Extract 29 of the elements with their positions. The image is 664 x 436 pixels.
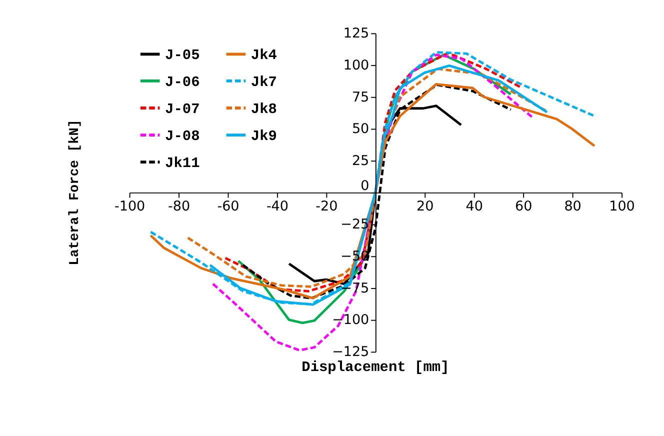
legend-label: J-05	[165, 48, 200, 64]
y-axis-title: Lateral Force [kN]	[68, 120, 84, 266]
legend-label: Jk11	[165, 156, 200, 172]
x-tick-label: -100	[114, 198, 146, 214]
y-tick-label: 25	[352, 152, 370, 169]
x-tick-label: -20	[316, 198, 338, 214]
x-axis-title: Displacement [mm]	[302, 360, 450, 376]
legend-label: Jk4	[250, 48, 278, 64]
y-tick-label: 75	[352, 89, 370, 106]
legend-label: Jk7	[250, 74, 277, 91]
x-tick-label: -80	[168, 198, 190, 214]
y-tick-label: 0	[360, 178, 370, 194]
legend-label: Jk9	[250, 128, 277, 145]
y-tick-label: −125	[332, 344, 370, 360]
x-tick-label: 100	[609, 198, 635, 214]
legend-label: J-07	[165, 102, 200, 118]
x-tick-label: 80	[564, 198, 582, 214]
y-tick-label: 125	[343, 26, 370, 42]
x-tick-label: 60	[514, 198, 532, 214]
legend-label: J-08	[165, 128, 200, 145]
x-tick-label: 20	[416, 198, 434, 214]
legend-label: J-06	[165, 74, 200, 91]
y-tick-label: 50	[352, 121, 370, 138]
x-tick-label: 40	[466, 198, 483, 214]
y-tick-label: −100	[332, 312, 370, 328]
x-tick-label: -60	[217, 198, 240, 214]
y-tick-label: 100	[343, 57, 370, 74]
legend-label: Jk8	[250, 102, 277, 118]
x-tick-label: -40	[266, 198, 288, 214]
